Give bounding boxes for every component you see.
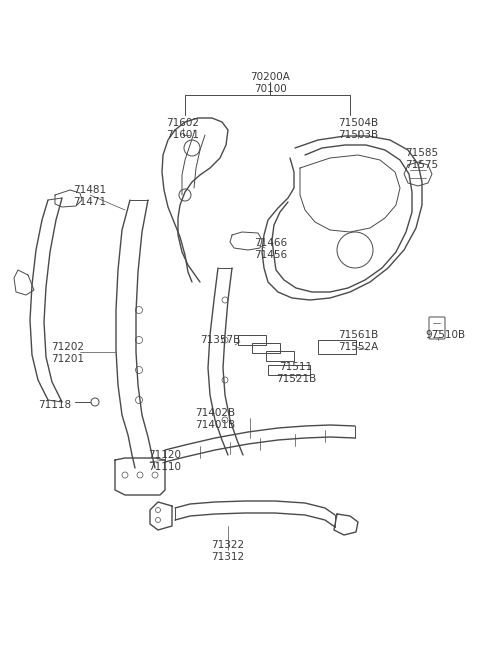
Text: 71511
71521B: 71511 71521B: [276, 362, 316, 384]
Text: 71322
71312: 71322 71312: [211, 540, 245, 561]
Bar: [266, 351, 294, 361]
Bar: [268, 365, 310, 375]
Bar: [238, 335, 266, 345]
Text: 71357B: 71357B: [200, 335, 240, 345]
Bar: [252, 343, 280, 353]
Text: 71504B
71503B: 71504B 71503B: [338, 118, 378, 140]
Text: 71585
71575: 71585 71575: [406, 148, 439, 170]
Text: 71466
71456: 71466 71456: [254, 238, 288, 259]
Text: 97510B: 97510B: [425, 330, 465, 340]
Bar: [318, 340, 356, 354]
Text: 70200A
70100: 70200A 70100: [250, 72, 290, 94]
Text: 71602
71601: 71602 71601: [167, 118, 200, 140]
Text: 71118: 71118: [38, 400, 72, 410]
Text: 71202
71201: 71202 71201: [51, 342, 84, 364]
Text: 71402B
71401B: 71402B 71401B: [195, 408, 235, 430]
Text: 71481
71471: 71481 71471: [73, 185, 107, 206]
Text: 71561B
71552A: 71561B 71552A: [338, 330, 378, 352]
Text: 71120
71110: 71120 71110: [148, 450, 181, 472]
